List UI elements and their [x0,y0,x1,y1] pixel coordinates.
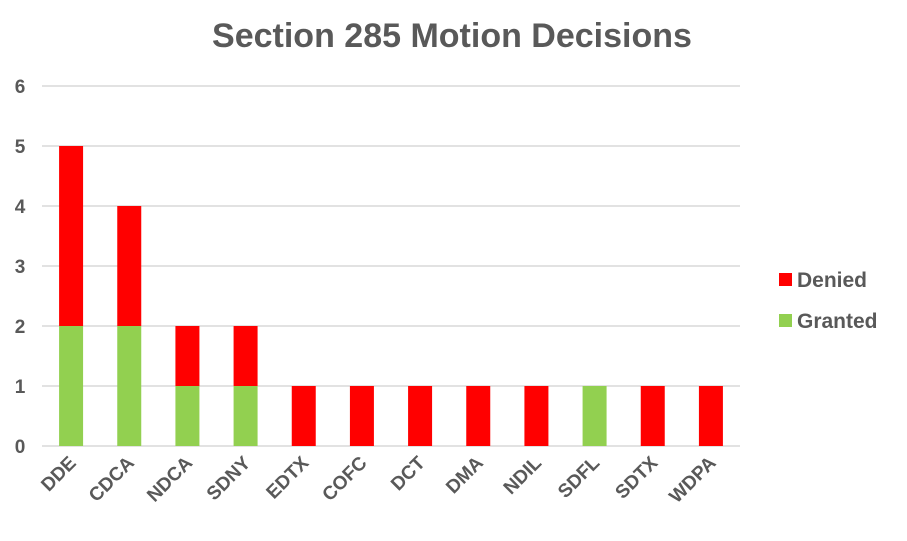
x-tick-label: DCT [387,452,430,495]
bar-denied-cdca [117,206,142,326]
bar-granted-cdca [117,326,142,446]
bar-denied-sdny [233,326,258,386]
y-tick-label: 1 [15,377,26,398]
bars [59,146,723,446]
y-tick-label: 3 [15,257,26,278]
y-tick-label: 0 [15,437,26,458]
legend-label-granted: Granted [797,310,878,333]
y-axis-ticks: 0 1 2 3 4 5 6 [15,77,26,458]
y-tick-label: 4 [15,197,26,218]
x-tick-label: EDTX [263,452,314,503]
x-tick-label: NDCA [143,452,197,506]
bar-denied-cofc [349,386,374,446]
bar-granted-ndca [175,386,200,446]
bar-denied-wdpa [698,386,723,446]
x-tick-label: DDE [37,453,80,496]
y-tick-label: 2 [15,317,26,338]
bar-granted-sdfl [582,386,607,446]
bar-denied-dct [408,386,433,446]
x-tick-label: COFC [319,452,372,505]
x-tick-label: CDCA [85,452,139,506]
chart-title: Section 285 Motion Decisions [212,17,692,55]
legend-swatch-granted [779,314,792,327]
bar-denied-sdtx [640,386,665,446]
bar-granted-sdny [233,386,258,446]
bar-granted-dde [59,326,84,446]
x-axis-ticks: DDE CDCA NDCA SDNY EDTX COFC DCT DMA NDIL SDFL SDT… [37,452,720,507]
legend-swatch-denied [779,273,792,286]
legend-label-denied: Denied [797,269,867,292]
bar-denied-edtx [291,386,316,446]
x-tick-label: NDIL [500,452,546,498]
x-tick-label: DMA [442,452,488,498]
legend: Denied Granted [779,269,878,333]
y-tick-label: 5 [15,137,26,158]
bar-denied-ndca [175,326,200,386]
bar-denied-ndil [524,386,549,446]
bar-denied-dde [59,146,84,326]
gridlines [42,85,740,447]
x-tick-label: WDPA [666,452,721,507]
x-tick-label: SDFL [554,452,604,502]
x-tick-label: SDTX [612,452,663,503]
x-tick-label: SDNY [203,452,255,504]
bar-denied-dma [466,386,491,446]
y-tick-label: 6 [15,77,26,98]
